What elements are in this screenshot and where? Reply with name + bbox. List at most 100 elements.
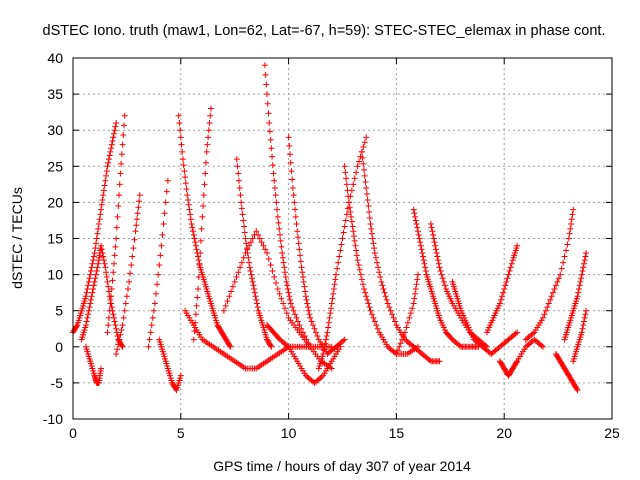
y-tick-label: -10: [43, 411, 63, 427]
data-point: [274, 206, 281, 213]
data-point: [558, 265, 565, 272]
y-tick-label: 10: [47, 267, 63, 283]
data-point: [100, 253, 107, 260]
data-point: [411, 295, 418, 302]
y-tick-label: 30: [47, 122, 63, 138]
data-point: [389, 311, 396, 318]
data-point: [382, 293, 389, 300]
data-point: [153, 290, 160, 297]
data-point: [368, 311, 375, 318]
data-point: [250, 282, 257, 289]
data-point: [384, 300, 391, 307]
data-point: [176, 119, 183, 126]
data-point: [330, 286, 337, 293]
y-tick-label: 15: [47, 231, 63, 247]
data-point: [241, 229, 248, 236]
data-point: [364, 296, 371, 303]
data-point: [118, 160, 125, 167]
data-point: [150, 307, 157, 314]
data-point: [123, 293, 130, 300]
data-point: [185, 201, 192, 208]
data-point: [332, 276, 339, 283]
data-point: [299, 269, 306, 276]
data-point: [285, 289, 292, 296]
data-point: [582, 311, 589, 318]
data-point: [413, 281, 420, 288]
data-point: [103, 172, 110, 179]
data-point: [501, 286, 508, 293]
data-point: [354, 257, 361, 264]
data-series: [182, 307, 335, 372]
data-point: [151, 300, 158, 307]
data-point: [354, 163, 361, 170]
data-point: [295, 240, 302, 247]
data-point: [353, 169, 360, 176]
data-point: [305, 340, 312, 347]
axis-ticks: 0 5 10 15 20 25 -10 -5 0 5 10 15 20 25 30 35 40: [43, 50, 620, 441]
data-point: [560, 259, 567, 266]
data-points: [70, 62, 590, 394]
data-point: [205, 127, 212, 134]
data-point: [248, 271, 255, 278]
data-point: [266, 119, 273, 126]
data-point: [430, 231, 437, 238]
data-point: [288, 168, 295, 175]
data-point: [320, 351, 327, 358]
data-point: [353, 252, 360, 259]
data-point: [581, 314, 588, 321]
data-point: [251, 286, 258, 293]
data-point: [85, 307, 92, 314]
data-point: [306, 311, 313, 318]
data-point: [550, 289, 557, 296]
data-point: [277, 237, 284, 244]
data-point: [177, 134, 184, 141]
data-point: [437, 267, 444, 274]
data-point: [237, 264, 244, 271]
x-tick-label: 5: [177, 425, 185, 441]
data-point: [262, 71, 269, 78]
data-point: [371, 245, 378, 252]
data-point: [242, 249, 249, 256]
data-point: [568, 221, 575, 228]
data-point: [246, 242, 253, 249]
data-point: [160, 221, 167, 228]
data-point: [286, 142, 293, 149]
data-series: [341, 163, 421, 358]
data-point: [121, 307, 128, 314]
data-point: [287, 151, 294, 158]
data-series: [190, 105, 214, 343]
data-point: [439, 275, 446, 282]
data-point: [296, 246, 303, 253]
data-point: [145, 343, 152, 350]
data-point: [540, 314, 547, 321]
data-point: [111, 252, 118, 259]
data-point: [349, 223, 356, 230]
data-point: [343, 211, 350, 218]
data-point: [391, 318, 398, 325]
data-point: [580, 260, 587, 267]
data-series: [552, 351, 581, 394]
data-point: [197, 237, 204, 244]
data-point: [290, 307, 297, 314]
data-point: [179, 156, 186, 163]
data-point: [410, 206, 417, 213]
data-point: [108, 141, 115, 148]
data-point: [98, 242, 105, 249]
data-series: [145, 177, 171, 350]
data-point: [188, 221, 195, 228]
data-point: [578, 275, 585, 282]
data-point: [275, 219, 282, 226]
data-point: [329, 295, 336, 302]
data-point: [108, 293, 115, 300]
data-point: [340, 229, 347, 236]
data-point: [191, 235, 198, 242]
data-point: [303, 336, 310, 343]
data-point: [426, 357, 433, 364]
data-point: [343, 181, 350, 188]
data-point: [109, 138, 116, 145]
data-point: [113, 224, 120, 231]
data-point: [189, 224, 196, 231]
data-point: [578, 329, 585, 336]
data-point: [206, 119, 213, 126]
data-point: [155, 271, 162, 278]
